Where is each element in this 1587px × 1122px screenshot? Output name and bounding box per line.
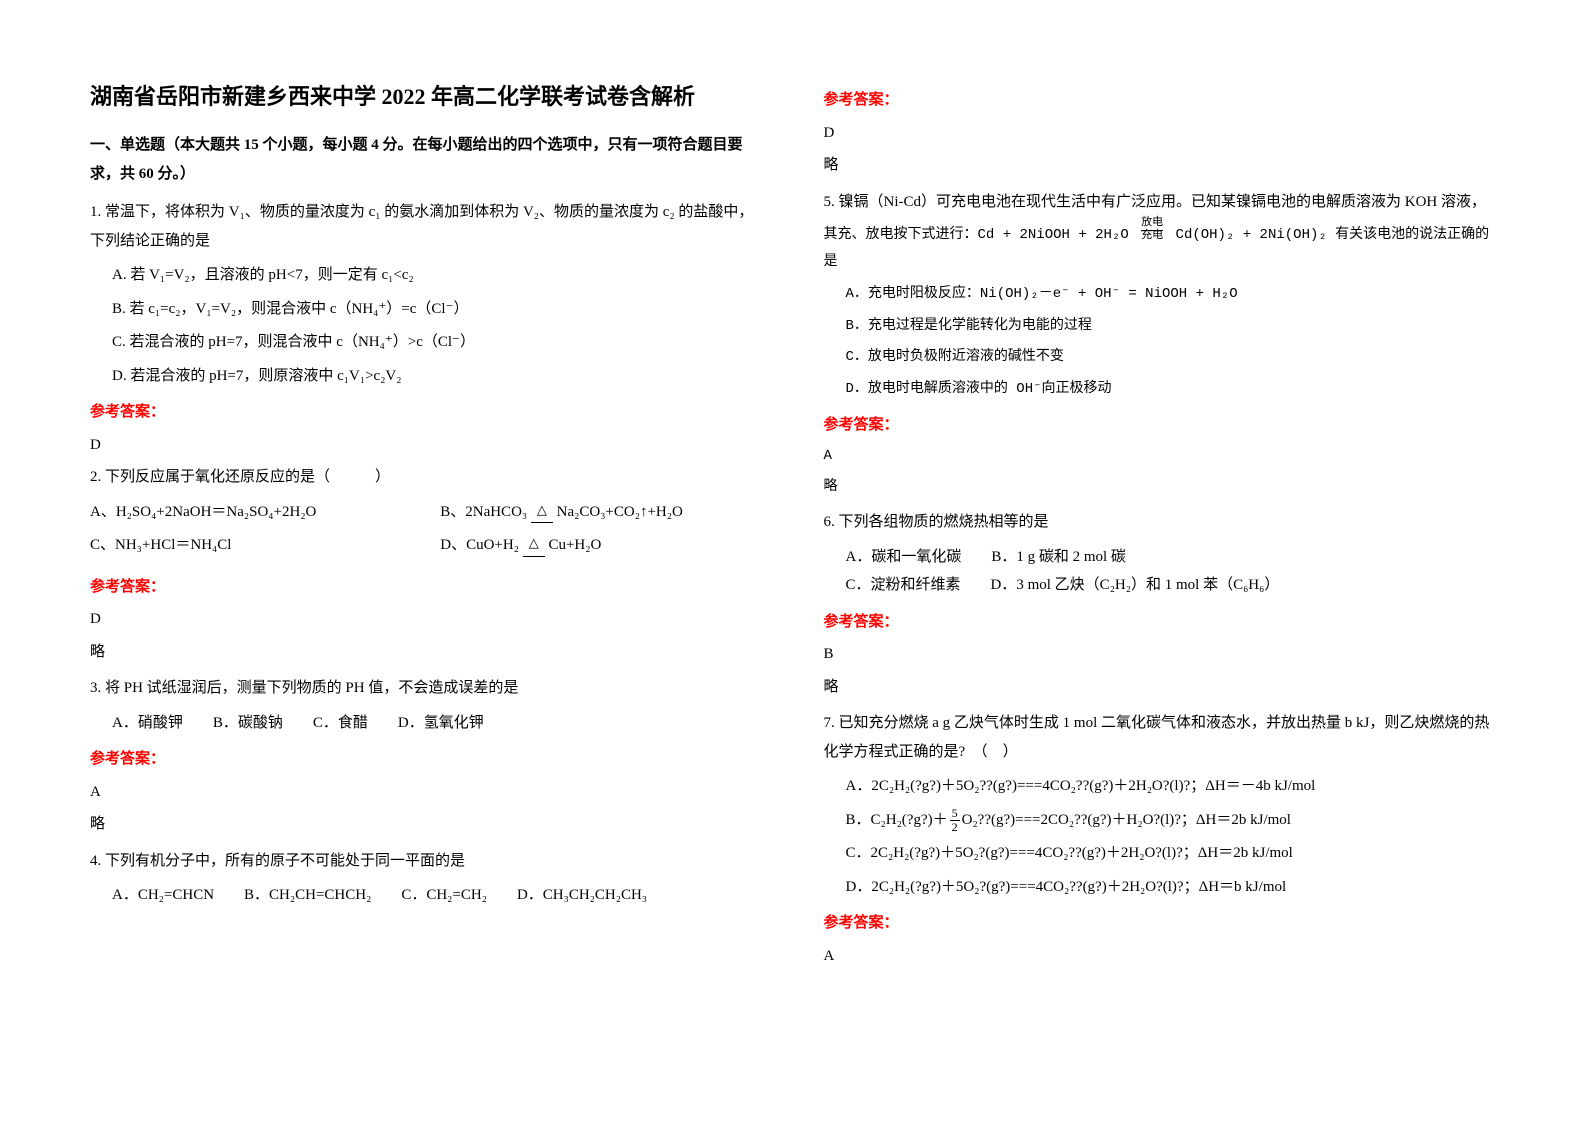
q7-opt-d: D．2C₂H₂(?g?)＋5O₂?(g?)===4CO₂??(g?)＋2H₂O?… xyxy=(846,873,1498,902)
q6-opt-c: C．淀粉和纤维素 xyxy=(846,571,961,600)
question-7: 7. 已知充分燃烧 a g 乙炔气体时生成 1 mol 二氧化碳气体和液态水，并… xyxy=(824,709,1498,901)
question-5: 5. 镍镉（Ni-Cd）可充电电池在现代生活中有广泛应用。已知某镍镉电池的电解质… xyxy=(824,188,1498,403)
fraction: 52 xyxy=(950,807,960,834)
q7-text: 7. 已知充分燃烧 a g 乙炔气体时生成 1 mol 二氧化碳气体和液态水，并… xyxy=(824,709,1498,766)
triangle-icon: △ xyxy=(523,531,545,557)
q7-answer: A xyxy=(824,942,1498,971)
section-heading: 一、单选题（本大题共 15 个小题，每小题 4 分。在每小题给出的四个选项中，只… xyxy=(90,131,764,188)
right-column: 参考答案： D 略 5. 镍镉（Ni-Cd）可充电电池在现代生活中有广泛应用。已… xyxy=(794,80,1528,1042)
q4-opt-d: D．CH₃CH₂CH₂CH₃ xyxy=(517,881,647,910)
q2-opt-b: B、2NaHCO₃ △ Na₂CO₃+CO₂↑+H₂O xyxy=(440,498,763,527)
q7-opt-c: C．2C₂H₂(?g?)＋5O₂?(g?)===4CO₂??(g?)＋2H₂O?… xyxy=(846,839,1498,868)
q2-opt-c: C、NH₃+HCl＝NH₄Cl xyxy=(90,531,413,560)
q2d-post: Cu+H₂O xyxy=(545,537,602,553)
q5-opt-c: C．放电时负极附近溶液的碱性不变 xyxy=(846,344,1498,371)
q2-text: 2. 下列反应属于氧化还原反应的是（ ） xyxy=(90,463,764,492)
q1-text: 1. 常温下，将体积为 V₁、物质的量浓度为 c₁ 的氨水滴加到体积为 V₂、物… xyxy=(90,198,764,255)
q1-opt-a: A. 若 V₁=V₂，且溶液的 pH<7，则一定有 c₁<c₂ xyxy=(112,261,764,290)
q7b-pre: B．C₂H₂(?g?)＋ xyxy=(846,812,948,828)
answer-label: 参考答案： xyxy=(90,398,764,427)
triangle-icon: △ xyxy=(531,498,553,524)
q6-opt-b: B．1 g 碳和 2 mol 碳 xyxy=(991,543,1126,572)
q7-opt-b: B．C₂H₂(?g?)＋52O₂??(g?)===2CO₂??(g?)＋H₂O?… xyxy=(846,806,1498,835)
q2-opt-d: D、CuO+H₂ △ Cu+H₂O xyxy=(440,531,763,560)
note-omit: 略 xyxy=(824,151,1498,180)
q6-opt-a: A．碳和一氧化碳 xyxy=(846,543,962,572)
page-title: 湖南省岳阳市新建乡西来中学 2022 年高二化学联考试卷含解析 xyxy=(90,80,764,113)
q1-answer: D xyxy=(90,431,764,460)
q5-answer: A xyxy=(824,443,1498,470)
answer-label: 参考答案： xyxy=(90,573,764,602)
q7b-post: O₂??(g?)===2CO₂??(g?)＋H₂O?(l)?；ΔH＝2b kJ/… xyxy=(962,812,1291,828)
q3-answer: A xyxy=(90,778,764,807)
q4-opt-a: A．CH₂=CHCN xyxy=(112,881,214,910)
q2-answer: D xyxy=(90,605,764,634)
q3-opt-b: B．碳酸钠 xyxy=(213,709,283,738)
q6-opt-d: D．3 mol 乙炔（C₂H₂）和 1 mol 苯（C₆H₆） xyxy=(991,571,1280,600)
q4-text: 4. 下列有机分子中，所有的原子不可能处于同一平面的是 xyxy=(90,847,764,876)
q3-text: 3. 将 PH 试纸湿润后，测量下列物质的 PH 值，不会造成误差的是 xyxy=(90,674,764,703)
q3-opt-a: A．硝酸钾 xyxy=(112,709,183,738)
answer-label: 参考答案： xyxy=(824,909,1498,938)
q2d-pre: D、CuO+H₂ xyxy=(440,537,522,553)
q3-opt-d: D．氢氧化钾 xyxy=(398,709,484,738)
frac-num: 5 xyxy=(950,807,960,821)
answer-label: 参考答案： xyxy=(824,411,1498,440)
answer-label: 参考答案： xyxy=(824,86,1498,115)
q7-opt-a: A．2C₂H₂(?g?)＋5O₂??(g?)===4CO₂??(g?)＋2H₂O… xyxy=(846,772,1498,801)
q5-text2: 其充、放电按下式进行：Cd + 2NiOOH + 2H₂O 放电 充电 Cd(O… xyxy=(824,222,1498,275)
cond-bot: 充电 xyxy=(1141,231,1163,242)
answer-label: 参考答案： xyxy=(90,745,764,774)
answer-label: 参考答案： xyxy=(824,608,1498,637)
left-column: 湖南省岳阳市新建乡西来中学 2022 年高二化学联考试卷含解析 一、单选题（本大… xyxy=(60,80,794,1042)
question-6: 6. 下列各组物质的燃烧热相等的是 A．碳和一氧化碳 B．1 g 碳和 2 mo… xyxy=(824,508,1498,600)
question-3: 3. 将 PH 试纸湿润后，测量下列物质的 PH 值，不会造成误差的是 A．硝酸… xyxy=(90,674,764,737)
question-4: 4. 下列有机分子中，所有的原子不可能处于同一平面的是 A．CH₂=CHCN B… xyxy=(90,847,764,910)
q5-pre: 其充、放电按下式进行：Cd + 2NiOOH + 2H₂O xyxy=(824,227,1138,243)
q2-opt-a: A、H₂SO₄+2NaOH＝Na₂SO₄+2H₂O xyxy=(90,498,413,527)
q3-opt-c: C．食醋 xyxy=(313,709,368,738)
q4-opt-b: B．CH₂CH=CHCH₂ xyxy=(244,881,371,910)
q1-opt-c: C. 若混合液的 pH=7，则混合液中 c（NH₄⁺）>c（Cl⁻） xyxy=(112,328,764,357)
q1-opt-b: B. 若 c₁=c₂，V₁=V₂，则混合液中 c（NH₄⁺）=c（Cl⁻） xyxy=(112,295,764,324)
q5-text1: 5. 镍镉（Ni-Cd）可充电电池在现代生活中有广泛应用。已知某镍镉电池的电解质… xyxy=(824,188,1498,217)
question-1: 1. 常温下，将体积为 V₁、物质的量浓度为 c₁ 的氨水滴加到体积为 V₂、物… xyxy=(90,198,764,390)
note-omit: 略 xyxy=(90,810,764,839)
q2b-pre: B、2NaHCO₃ xyxy=(440,504,531,520)
reaction-arrows-icon: 放电 充电 xyxy=(1141,218,1163,242)
q6-text: 6. 下列各组物质的燃烧热相等的是 xyxy=(824,508,1498,537)
q5-opt-b: B．充电过程是化学能转化为电能的过程 xyxy=(846,313,1498,340)
question-2: 2. 下列反应属于氧化还原反应的是（ ） A、H₂SO₄+2NaOH＝Na₂SO… xyxy=(90,463,764,565)
note-omit: 略 xyxy=(824,474,1498,501)
note-omit: 略 xyxy=(90,638,764,667)
note-omit: 略 xyxy=(824,673,1498,702)
q1-opt-d: D. 若混合液的 pH=7，则原溶液中 c₁V₁>c₂V₂ xyxy=(112,362,764,391)
q4-opt-c: C．CH₂=CH₂ xyxy=(401,881,487,910)
frac-den: 2 xyxy=(950,821,960,834)
q4-answer: D xyxy=(824,119,1498,148)
q2b-post: Na₂CO₃+CO₂↑+H₂O xyxy=(553,504,683,520)
q5-opt-d: D．放电时电解质溶液中的 OH⁻向正极移动 xyxy=(846,376,1498,403)
q5-opt-a: A．充电时阳极反应：Ni(OH)₂－e⁻ + OH⁻ = NiOOH + H₂O xyxy=(846,281,1498,308)
q6-answer: B xyxy=(824,640,1498,669)
